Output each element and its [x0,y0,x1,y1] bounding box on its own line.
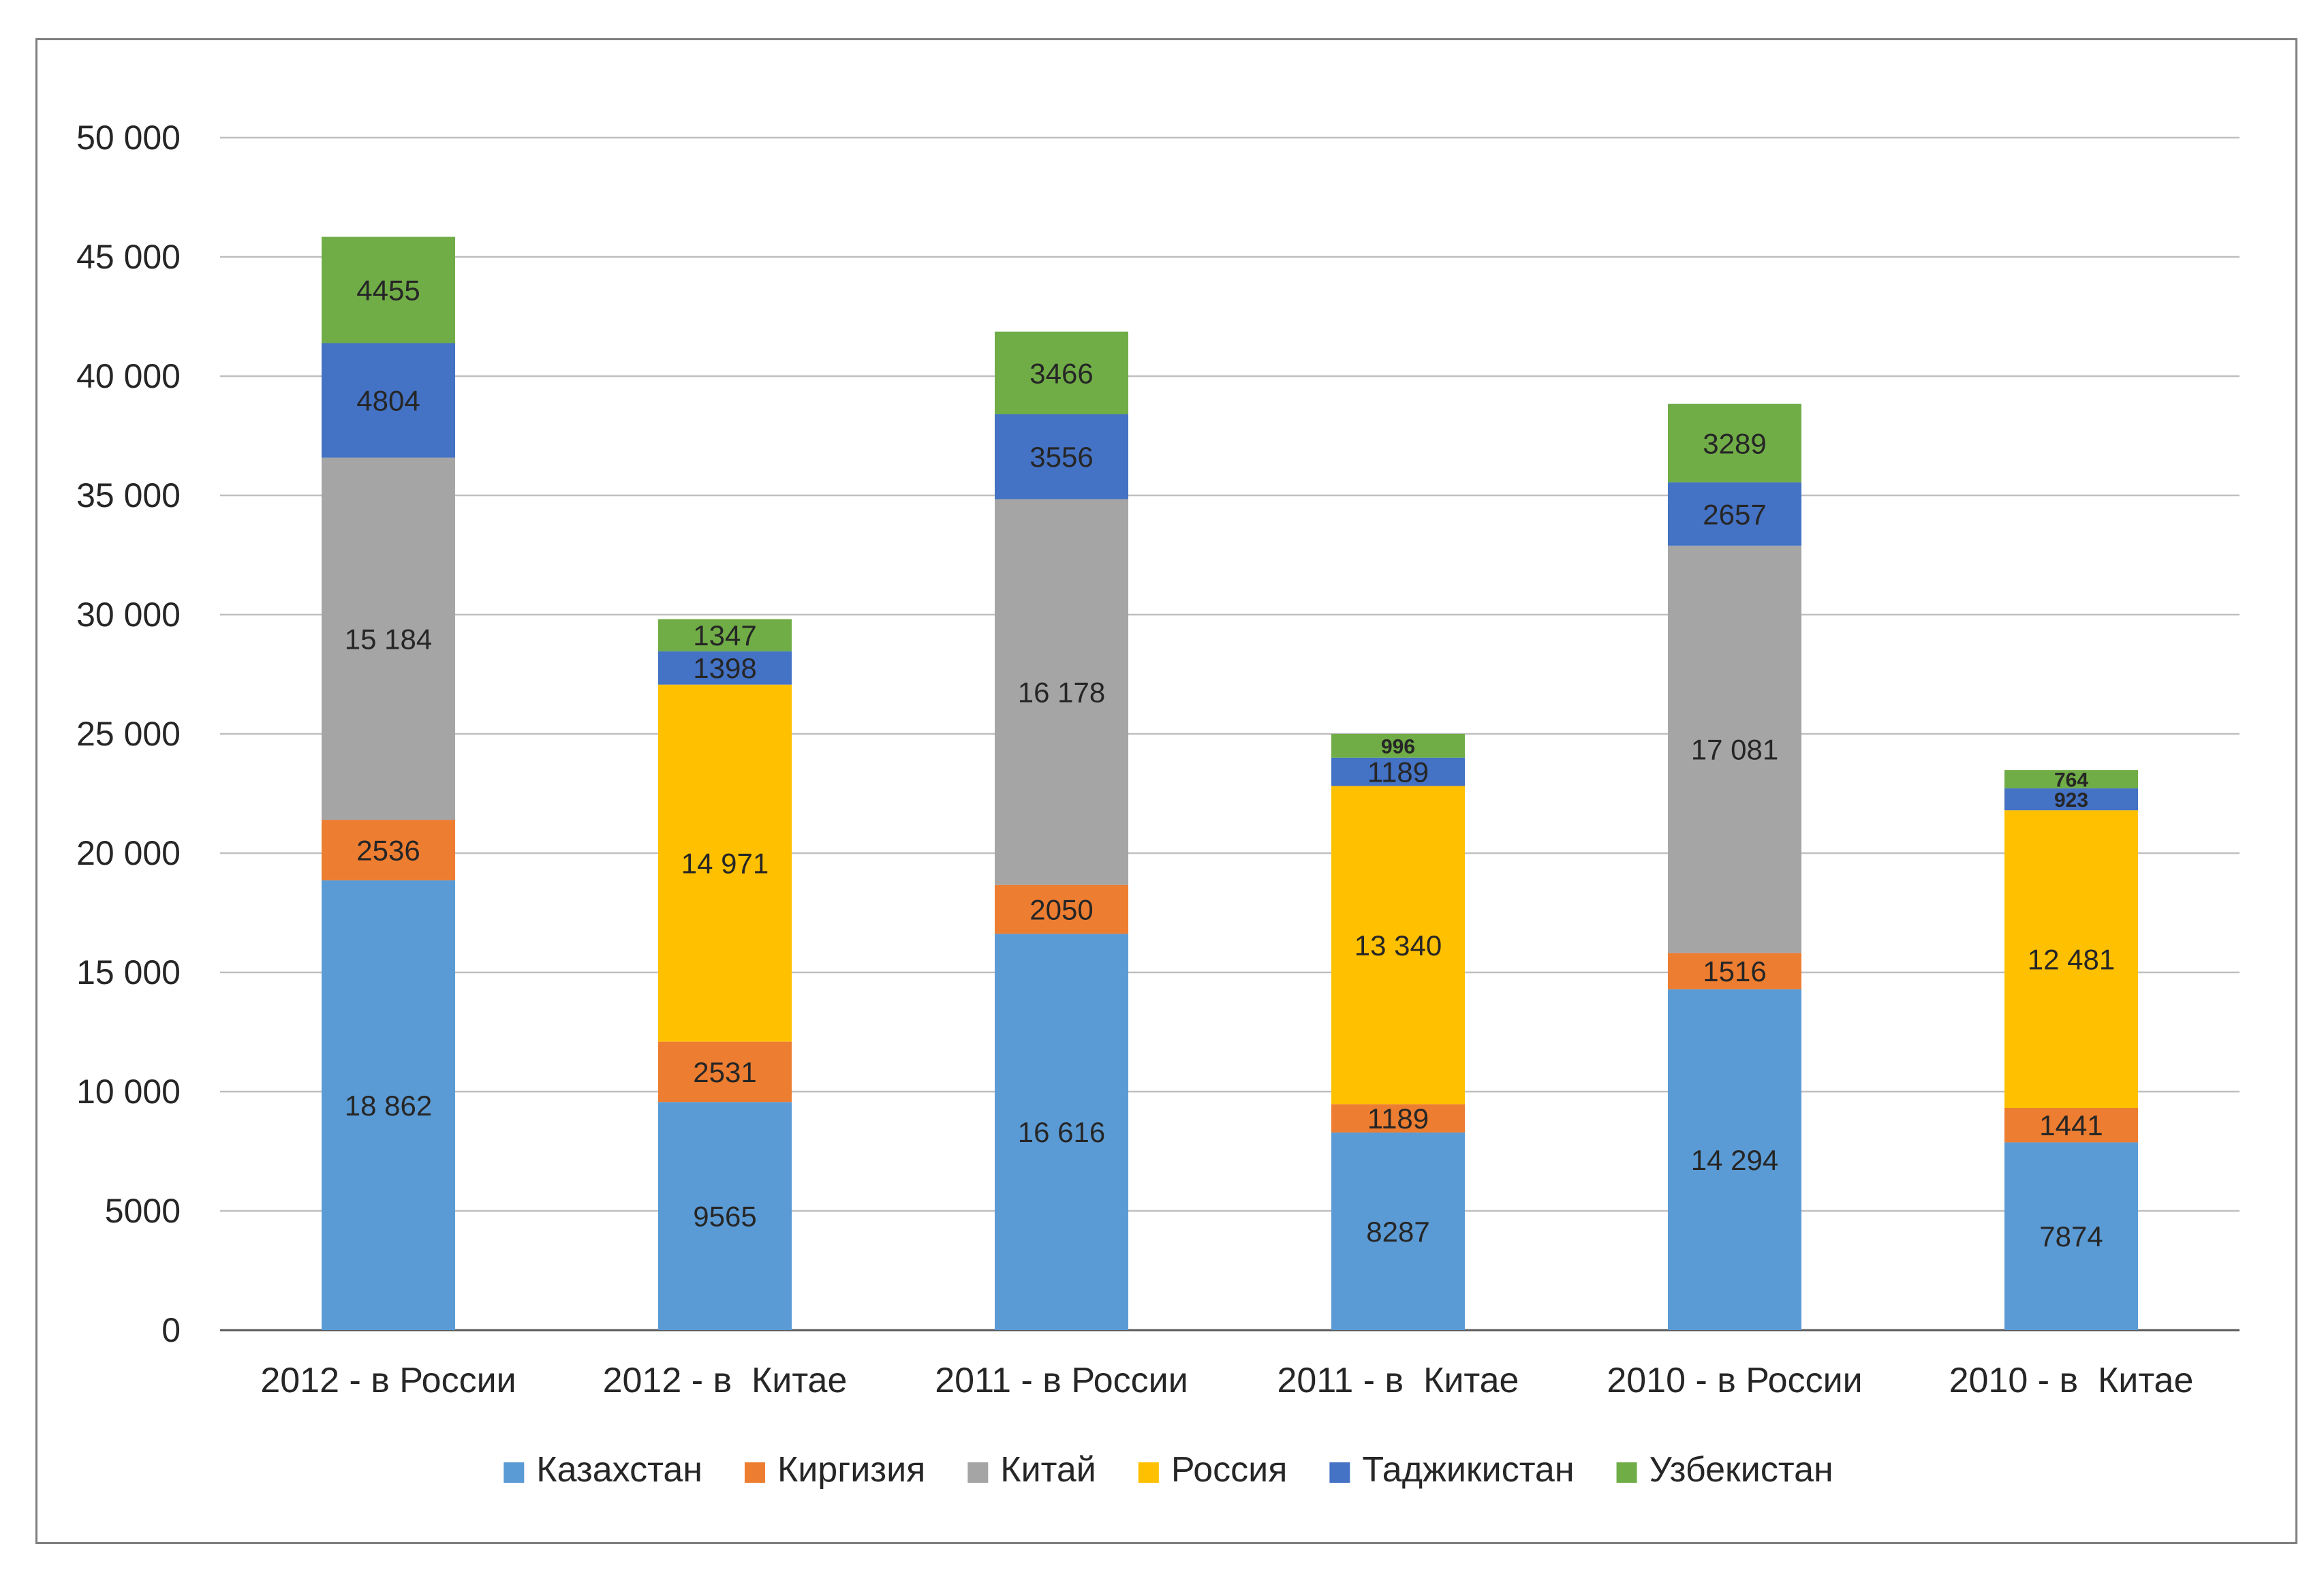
y-tick-label: 25 000 [76,715,181,753]
legend-label: Киргизия [777,1450,925,1490]
bar-segment [658,1041,792,1103]
data-label: 923 [2054,789,2088,812]
data-label: 2050 [1029,894,1093,926]
data-label: 14 971 [681,848,769,880]
data-label: 2531 [693,1056,756,1088]
bar-segment [1668,989,1801,1330]
data-labels: 18 862 2536 15 184 4804 4455 9565 2531 14 971 13… [345,275,2115,1253]
bar-segment [1668,953,1801,989]
data-label: 1398 [693,652,756,684]
data-label: 7874 [2039,1220,2103,1252]
y-tick-label: 10 000 [76,1073,181,1111]
stacked-bar-chart: 0 5000 10 000 15 000 20 000 25 000 30 000 35 00… [76,119,2240,1490]
data-label: 4455 [356,275,420,307]
bar-segment [995,414,1128,499]
legend-swatch [1138,1462,1159,1483]
legend-swatch [1329,1462,1350,1483]
y-tick-label: 20 000 [76,834,181,872]
legend-swatch [967,1462,989,1483]
bar-segment [1331,757,1465,786]
bar-segment [322,820,455,880]
x-tick-label: 2010 - в России [1607,1361,1862,1400]
y-axis-tick-labels: 0 5000 10 000 15 000 20 000 25 000 30 000 35 00… [76,119,181,1349]
bar-segment [1331,786,1465,1105]
x-tick-label: 2011 - в Китае [1277,1361,1519,1400]
legend-label: Узбекистан [1649,1450,1833,1490]
legend-swatch [503,1462,525,1483]
data-label: 1441 [2039,1109,2103,1141]
bar-segment [322,343,455,458]
bar-segment [995,499,1128,885]
y-tick-label: 30 000 [76,596,181,634]
legend: Казахстан Киргизия Китай Россия Таджикистан У… [503,1450,1833,1490]
x-tick-label: 2012 - в России [260,1361,516,1400]
data-label: 1189 [1367,756,1429,788]
data-label: 18 862 [345,1090,432,1122]
y-tick-label: 40 000 [76,357,181,395]
legend-swatch [1616,1462,1637,1483]
data-label: 2536 [356,834,420,866]
data-label: 13 340 [1354,929,1442,961]
bar-segment [2004,1107,2138,1143]
bar-segment [322,457,455,820]
bar-segment [658,619,792,651]
bar-segment [2004,788,2138,811]
data-label: 2657 [1703,498,1766,530]
bar-segment [322,236,455,343]
data-label: 1516 [1703,955,1766,987]
legend-swatch [744,1462,765,1483]
bar-segment [658,684,792,1042]
data-label: 3556 [1029,441,1093,473]
data-label: 17 081 [1691,734,1778,766]
x-tick-label: 2010 - в Китае [1949,1361,2194,1400]
bar-segment [658,1102,792,1330]
data-label: 3289 [1703,427,1766,459]
bar-segment [322,880,455,1330]
bar-segment [2004,810,2138,1108]
bar-segment [1331,1104,1465,1133]
data-label: 14 294 [1691,1144,1778,1176]
data-label: 9565 [693,1201,756,1233]
data-label: 1189 [1367,1103,1429,1135]
y-tick-label: 35 000 [76,476,181,514]
data-label: 16 178 [1018,677,1105,709]
chart-frame: 0 5000 10 000 15 000 20 000 25 000 30 000 35 00… [35,38,2297,1544]
legend-label: Таджикистан [1362,1450,1574,1490]
data-label: 4804 [356,385,420,417]
bar-segment [658,651,792,685]
y-tick-label: 45 000 [76,238,181,276]
bar-segment [2004,770,2138,788]
x-tick-label: 2012 - в Китае [603,1361,848,1400]
bar-segment [1668,482,1801,546]
bar-segment [1331,733,1465,758]
y-tick-label: 0 [161,1311,181,1349]
bar-segment [995,331,1128,414]
bar-segment [2004,1142,2138,1330]
bar-segment [1668,545,1801,953]
data-label: 764 [2054,769,2088,791]
y-tick-label: 5000 [105,1192,181,1230]
x-axis-tick-labels: 2012 - в России 2012 - в Китае 2011 - в Ро… [260,1361,2193,1400]
data-label: 3466 [1029,357,1093,389]
legend-label: Казахстан [536,1450,702,1490]
gridlines [220,136,2240,1332]
data-label: 1347 [693,619,756,651]
data-label: 12 481 [2028,944,2115,976]
legend-label: Китай [1000,1450,1096,1490]
x-tick-label: 2011 - в России [935,1361,1188,1400]
bar-segment [995,934,1128,1330]
data-label: 8287 [1366,1216,1429,1248]
y-tick-label: 50 000 [76,119,181,157]
legend-label: Россия [1171,1450,1288,1490]
bar-segment [1668,403,1801,482]
data-label: 16 616 [1018,1116,1105,1148]
bars [322,236,2138,1330]
bar-segment [995,884,1128,934]
data-label: 996 [1381,735,1415,758]
bar-segment [1331,1132,1465,1330]
y-tick-label: 15 000 [76,953,181,991]
data-label: 15 184 [345,623,432,655]
